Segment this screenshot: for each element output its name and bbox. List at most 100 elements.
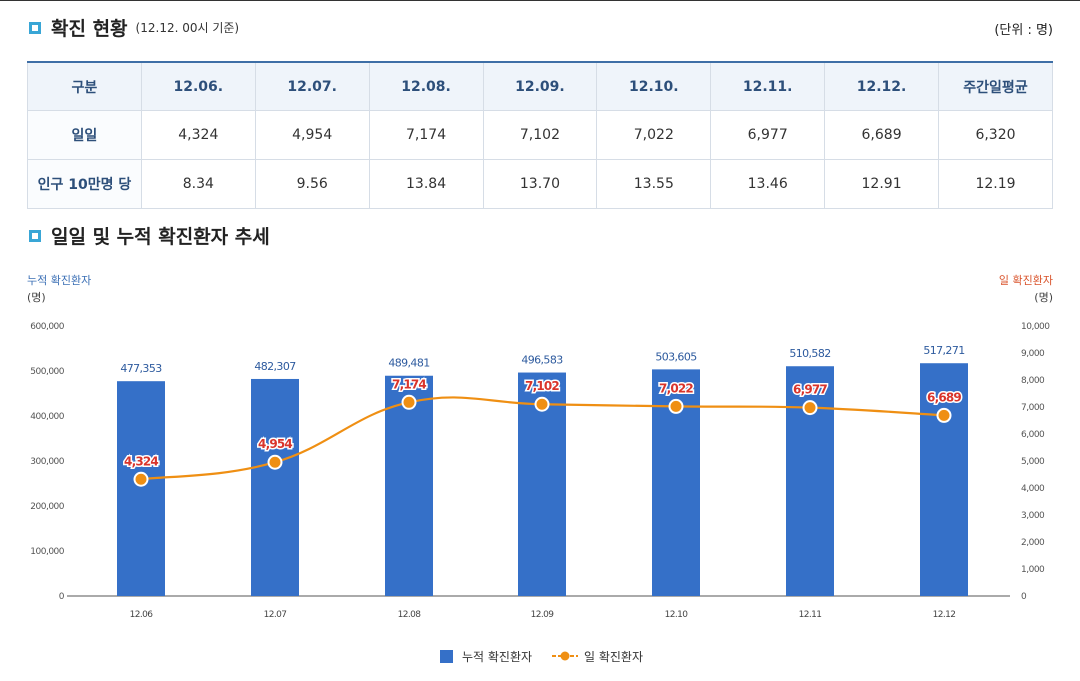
status-section-title: 확진 현황 (51, 18, 128, 40)
table-cell: 4,324 (140, 110, 256, 160)
legend-marker-daily (560, 651, 570, 661)
left-axis-tick: 400,000 (30, 412, 64, 422)
table-cell: 9.56 (254, 159, 370, 209)
section-square-icon (29, 21, 41, 34)
left-axis-tick: 200,000 (30, 502, 64, 512)
table-header-cell: 12.07. (254, 61, 370, 111)
right-axis-unit: (명) (1034, 291, 1053, 304)
x-axis-tick: 12.10 (665, 610, 689, 620)
right-axis-tick: 3,000 (1021, 511, 1045, 521)
table-row: 일일 4,324 4,954 7,174 7,102 7,022 6,977 6… (27, 110, 1053, 160)
legend-label-daily: 일 확진환자 (584, 650, 643, 664)
left-axis-title: 누적 확진환자 (27, 274, 91, 287)
table-row-header: 일일 (27, 110, 142, 160)
legend-label-cumulative: 누적 확진환자 (462, 650, 532, 664)
table-cell: 13.55 (596, 159, 712, 209)
table-cell: 13.84 (368, 159, 484, 209)
legend-swatch-cumulative (440, 650, 453, 663)
table-cell: 8.34 (140, 159, 256, 209)
daily-point (802, 400, 818, 416)
table-header-cell: 12.08. (368, 61, 484, 111)
daily-point (668, 398, 684, 414)
cumulative-bar-label: 510,582 (789, 347, 830, 360)
cumulative-bar (385, 375, 433, 596)
left-axis-tick: 100,000 (30, 547, 64, 557)
trend-section-title: 일일 및 누적 확진환자 추세 (51, 226, 270, 248)
table-header-cell: 12.06. (140, 61, 256, 111)
daily-point (401, 394, 417, 410)
right-axis-tick: 10,000 (1021, 322, 1050, 332)
cumulative-bar-label: 477,353 (120, 362, 162, 375)
right-axis-title: 일 확진환자 (999, 273, 1053, 287)
daily-point-label: 7,022 (659, 381, 693, 395)
cumulative-bar (251, 378, 299, 596)
section-square-icon (29, 229, 41, 242)
status-section-subtitle: (12.12. 00시 기준) (135, 21, 240, 35)
right-axis-tick: 9,000 (1021, 349, 1045, 359)
left-axis-tick: 500,000 (30, 367, 64, 377)
cumulative-bar (117, 381, 165, 596)
table-cell: 6,689 (824, 110, 939, 160)
table-row-header: 인구 10만명 당 (27, 159, 142, 209)
table-cell: 7,022 (596, 110, 712, 160)
table-cell: 7,102 (482, 110, 598, 160)
right-axis-tick: 1,000 (1021, 565, 1045, 575)
x-axis-tick: 12.07 (264, 610, 287, 620)
cumulative-bar-label: 517,271 (923, 344, 964, 357)
right-axis-tick: 5,000 (1021, 457, 1045, 467)
right-axis-tick: 6,000 (1021, 430, 1045, 440)
table-cell: 7,174 (368, 110, 484, 160)
table-cell: 12.19 (938, 159, 1053, 209)
x-axis-tick: 12.08 (398, 610, 422, 620)
status-table: 구분 12.06. 12.07. 12.08. 12.09. 12.10. 12… (27, 61, 1053, 209)
trend-chart: 누적 확진환자 (명) 일 확진환자 (명) 0 100,000 200,000 300,00… (0, 260, 1080, 677)
daily-point (534, 396, 550, 412)
daily-point (936, 407, 952, 423)
table-cell: 13.70 (482, 159, 598, 209)
cumulative-bar-label: 489,481 (388, 357, 429, 370)
left-axis-tick: 600,000 (30, 322, 64, 332)
daily-point (133, 471, 149, 487)
daily-point-label: 6,689 (927, 390, 961, 404)
right-axis-tick: 4,000 (1021, 484, 1045, 494)
table-header-cell: 12.11. (710, 61, 826, 111)
table-cell: 6,320 (938, 110, 1053, 160)
trend-chart-svg: 누적 확진환자 (명) 일 확진환자 (명) 0 100,000 200,000 300,00… (27, 273, 1053, 664)
unit-label: (단위 : 명) (994, 23, 1053, 38)
right-axis-tick: 7,000 (1021, 403, 1045, 413)
right-axis-tick: 2,000 (1021, 538, 1045, 548)
cumulative-bar (920, 363, 968, 596)
table-cell: 12.91 (824, 159, 939, 209)
left-axis-tick: 300,000 (30, 457, 64, 467)
table-cell: 4,954 (254, 110, 370, 160)
daily-point-label: 4,324 (124, 454, 158, 468)
table-header-cell: 구분 (27, 61, 142, 111)
cumulative-bar-label: 496,583 (521, 354, 563, 367)
table-header-cell: 12.10. (596, 61, 712, 111)
status-section-header: 확진 현황 (12.12. 00시 기준) (29, 14, 239, 41)
table-row: 인구 10만명 당 8.34 9.56 13.84 13.70 13.55 13… (27, 159, 1053, 209)
trend-section-header: 일일 및 누적 확진환자 추세 (29, 222, 270, 249)
daily-point-label: 6,977 (793, 383, 827, 397)
daily-point-label: 7,102 (525, 379, 559, 393)
daily-point-label: 7,174 (392, 377, 426, 391)
right-axis-tick: 0 (1021, 592, 1027, 602)
table-cell: 6,977 (710, 110, 826, 160)
x-axis-tick: 12.12 (933, 610, 956, 620)
table-cell: 13.46 (710, 159, 826, 209)
table-header-row: 구분 12.06. 12.07. 12.08. 12.09. 12.10. 12… (27, 61, 1053, 111)
x-axis-tick: 12.09 (531, 610, 555, 620)
left-axis-tick: 0 (59, 592, 65, 602)
right-axis-tick: 8,000 (1021, 376, 1045, 386)
x-axis-tick: 12.06 (130, 610, 154, 620)
top-border (0, 0, 1080, 1)
table-header-cell: 12.09. (482, 61, 598, 111)
x-axis-tick: 12.11 (799, 610, 822, 620)
table-header-cell: 12.12. (824, 61, 939, 111)
daily-point (267, 454, 283, 470)
cumulative-bar-label: 482,307 (254, 360, 296, 373)
cumulative-bar-label: 503,605 (655, 350, 697, 363)
daily-point-label: 4,954 (258, 437, 292, 451)
table-header-cell: 주간일평균 (938, 61, 1053, 111)
left-axis-unit: (명) (27, 291, 46, 304)
